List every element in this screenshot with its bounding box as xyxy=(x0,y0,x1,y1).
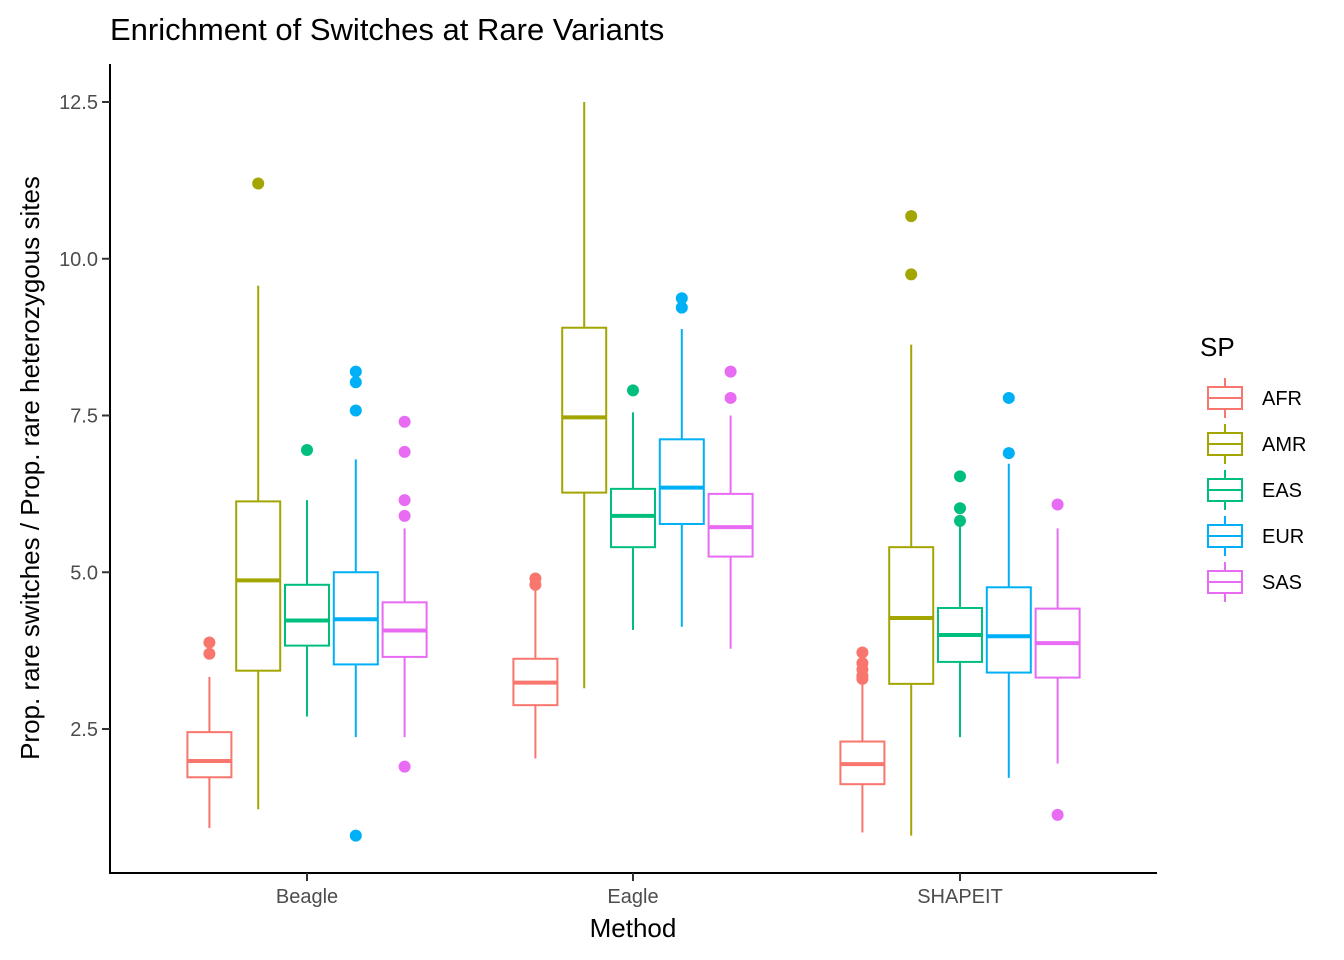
box-amr-eagle xyxy=(561,102,608,689)
box-eur-shapeit xyxy=(985,391,1032,778)
legend-label: AFR xyxy=(1262,388,1302,410)
outlier-point xyxy=(349,829,362,842)
outlier-point xyxy=(301,443,313,456)
outlier-point xyxy=(856,646,869,659)
y-tick-label: 12.5 xyxy=(59,92,98,114)
outlier-point xyxy=(203,636,216,649)
box-eur-eagle xyxy=(658,292,705,627)
box-amr-beagle xyxy=(235,177,282,810)
x-axis-ticks: Beagle Eagle SHAPEIT xyxy=(276,873,1003,908)
y-axis-ticks: 2.5 5.0 7.5 10.0 12.5 xyxy=(59,92,110,741)
box-sas-beagle xyxy=(381,415,428,773)
box-iqr xyxy=(888,546,935,685)
outlier-point xyxy=(954,502,966,515)
box-amr-shapeit xyxy=(888,210,935,836)
box-iqr xyxy=(658,438,705,525)
outlier-point xyxy=(529,572,542,585)
outlier-point xyxy=(398,509,411,522)
legend-label: AMR xyxy=(1262,434,1306,456)
outlier-point xyxy=(675,301,688,314)
legend-label: EAS xyxy=(1262,480,1302,502)
y-axis-title: Prop. rare switches / Prop. rare heteroz… xyxy=(15,176,45,760)
outlier-point xyxy=(349,365,362,378)
x-tick-label: SHAPEIT xyxy=(917,886,1003,908)
box-afr-beagle xyxy=(186,636,233,829)
legend-item-sas: SAS xyxy=(1207,562,1302,602)
series-afr xyxy=(186,572,886,833)
legend: SP AFR AMR EAS EUR SAS xyxy=(1200,332,1306,602)
box-iqr xyxy=(186,731,233,779)
x-tick-label: Beagle xyxy=(276,886,338,908)
series-sas xyxy=(381,365,1081,821)
series-eur xyxy=(332,292,1032,842)
outlier-point xyxy=(954,514,966,527)
outlier-point xyxy=(856,657,869,670)
outlier-point xyxy=(954,470,966,483)
outlier-point xyxy=(675,292,688,305)
box-iqr xyxy=(235,500,282,672)
box-eas-eagle xyxy=(610,384,656,630)
box-sas-eagle xyxy=(707,365,754,649)
outlier-point xyxy=(252,177,265,190)
x-tick-label: Eagle xyxy=(607,886,658,908)
x-axis-title: Method xyxy=(590,913,677,943)
outlier-point xyxy=(398,445,411,458)
outlier-point xyxy=(349,404,362,417)
outlier-point xyxy=(905,210,918,223)
outlier-point xyxy=(398,415,411,428)
series-amr xyxy=(235,102,935,836)
y-tick-label: 5.0 xyxy=(70,562,98,584)
legend-item-eur: EUR xyxy=(1207,516,1304,556)
legend-label: EUR xyxy=(1262,526,1304,548)
box-iqr xyxy=(985,586,1032,674)
chart-title: Enrichment of Switches at Rare Variants xyxy=(110,12,664,47)
outlier-point xyxy=(1002,447,1015,460)
outlier-point xyxy=(724,391,737,404)
series-eas xyxy=(284,384,983,738)
outlier-point xyxy=(349,376,362,389)
outlier-point xyxy=(1051,498,1064,511)
outlier-point xyxy=(398,760,411,773)
y-tick-label: 10.0 xyxy=(59,249,98,271)
plot-area xyxy=(186,102,1081,842)
box-eas-shapeit xyxy=(937,470,983,738)
outlier-point xyxy=(1051,808,1064,821)
outlier-point xyxy=(905,268,918,281)
legend-label: SAS xyxy=(1262,572,1302,594)
legend-items: AFR AMR EAS EUR SAS xyxy=(1207,378,1306,602)
outlier-point xyxy=(398,494,411,507)
outlier-point xyxy=(203,647,216,660)
outlier-point xyxy=(724,365,737,378)
box-eur-beagle xyxy=(332,365,379,842)
box-afr-shapeit xyxy=(839,646,886,833)
y-tick-label: 7.5 xyxy=(70,406,98,428)
outlier-point xyxy=(627,384,639,397)
y-tick-label: 2.5 xyxy=(70,719,98,741)
box-eas-beagle xyxy=(284,443,330,717)
legend-item-amr: AMR xyxy=(1207,424,1306,464)
box-iqr xyxy=(610,487,656,549)
box-iqr xyxy=(561,326,608,494)
legend-item-afr: AFR xyxy=(1207,378,1302,418)
box-sas-shapeit xyxy=(1034,498,1081,821)
box-afr-eagle xyxy=(512,572,559,759)
legend-item-eas: EAS xyxy=(1207,470,1302,510)
outlier-point xyxy=(1002,391,1015,404)
box-iqr xyxy=(284,583,330,647)
legend-title: SP xyxy=(1200,332,1235,362)
